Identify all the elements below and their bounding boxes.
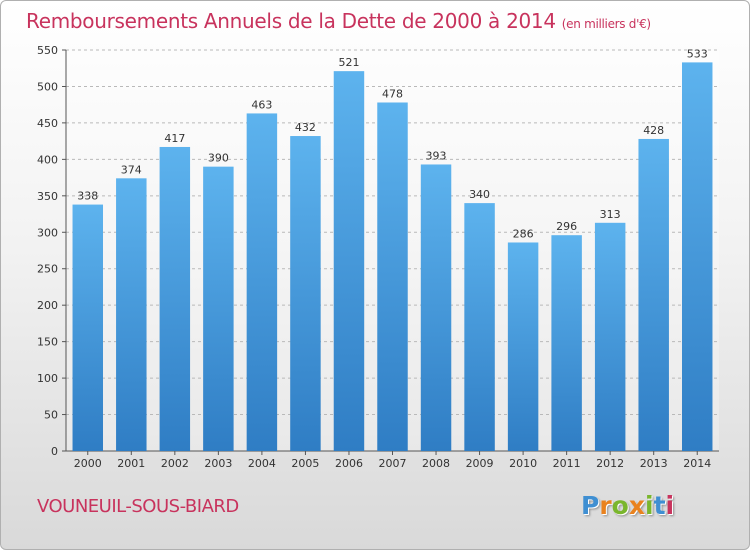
bar-value-label: 374 <box>121 163 142 176</box>
bar <box>246 113 278 451</box>
chart-title-text: Remboursements Annuels de la Dette de 20… <box>26 9 556 33</box>
bar-value-label: 478 <box>382 87 403 100</box>
bar <box>507 242 539 451</box>
logo-letter: i <box>645 491 654 520</box>
x-tick-label: 2010 <box>509 457 537 470</box>
bar-value-label: 390 <box>208 152 229 165</box>
bar-value-label: 417 <box>164 132 185 145</box>
x-tick-label: 2000 <box>74 457 102 470</box>
bar <box>377 102 408 452</box>
logo-letter: P <box>581 491 600 520</box>
logo-letter: o <box>611 491 629 520</box>
bar-value-label: 463 <box>251 98 272 111</box>
bar-value-label: 338 <box>77 190 98 203</box>
x-tick-label: 2011 <box>553 457 581 470</box>
x-tick-label: 2006 <box>335 457 363 470</box>
bar-value-label: 428 <box>643 124 664 137</box>
bar <box>594 222 626 451</box>
x-tick-label: 2005 <box>291 457 319 470</box>
bar-value-label: 432 <box>295 121 316 134</box>
logo-letter: x <box>628 491 645 520</box>
bar <box>159 146 191 451</box>
logo-letter: i <box>665 491 675 520</box>
y-tick-label: 550 <box>37 44 58 57</box>
x-tick-label: 2008 <box>422 457 450 470</box>
y-tick-label: 400 <box>37 153 58 166</box>
y-tick-label: 200 <box>37 299 58 312</box>
logo-letter: t <box>653 491 666 520</box>
logo-letter: r <box>599 491 612 520</box>
bar <box>681 62 713 452</box>
x-tick-label: 2012 <box>596 457 624 470</box>
bar <box>72 204 104 451</box>
bar-value-label: 286 <box>513 227 534 240</box>
town-name: VOUNEUIL-SOUS-BIARD <box>37 496 239 517</box>
bar <box>638 138 669 451</box>
bar-value-label: 521 <box>338 56 359 69</box>
y-tick-label: 450 <box>37 117 58 130</box>
y-tick-label: 300 <box>37 226 58 239</box>
bar-value-label: 340 <box>469 188 490 201</box>
y-tick-label: 100 <box>37 372 58 385</box>
bar <box>551 235 582 451</box>
y-tick-label: 150 <box>37 336 58 349</box>
bar <box>290 136 321 452</box>
y-tick-label: 350 <box>37 190 58 203</box>
bar <box>333 71 365 451</box>
bar-value-label: 296 <box>556 220 577 233</box>
y-tick-label: 250 <box>37 263 58 276</box>
bar-value-label: 313 <box>600 208 621 221</box>
proxiti-logo: Proxiti <box>581 491 691 523</box>
chart-title: Remboursements Annuels de la Dette de 20… <box>26 9 651 33</box>
x-tick-label: 2001 <box>117 457 145 470</box>
y-tick-label: 0 <box>51 445 58 458</box>
bar-value-label: 393 <box>426 149 447 162</box>
x-tick-label: 2009 <box>466 457 494 470</box>
x-tick-label: 2002 <box>161 457 189 470</box>
x-tick-label: 2007 <box>379 457 407 470</box>
y-tick-label: 500 <box>37 80 58 93</box>
bar-chart: 0 50 100 150 200 250 300 350 400 450 500 550 338 2000… <box>37 44 719 470</box>
y-tick-label: 50 <box>44 409 58 422</box>
chart-subtitle: (en milliers d'€) <box>561 17 651 31</box>
x-tick-label: 2014 <box>683 457 711 470</box>
bar <box>116 178 147 451</box>
bar-value-label: 533 <box>687 47 708 60</box>
x-tick-label: 2003 <box>204 457 232 470</box>
x-tick-label: 2004 <box>248 457 276 470</box>
x-tick-label: 2013 <box>640 457 668 470</box>
bar <box>464 203 495 451</box>
bar <box>420 164 452 451</box>
bar <box>203 166 234 451</box>
